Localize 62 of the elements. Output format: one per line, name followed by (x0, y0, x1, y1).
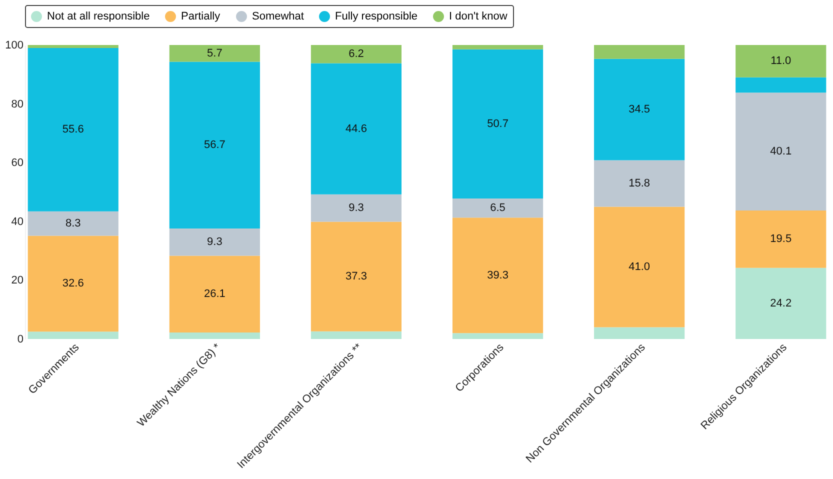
bar (736, 92, 826, 211)
bar (28, 211, 118, 236)
data-label: 6.2 (348, 48, 364, 60)
bar (169, 62, 260, 228)
bar (310, 63, 402, 194)
bar (28, 332, 118, 339)
bar (28, 45, 118, 48)
data-label: 15.8 (628, 177, 650, 190)
y-tick-label: 60 (11, 157, 24, 170)
bar (594, 160, 685, 207)
legend-label: Not at all responsible (47, 10, 150, 23)
data-label: 39.3 (487, 269, 508, 282)
bar (169, 256, 260, 333)
data-label: 8.3 (65, 218, 81, 230)
bar (310, 45, 402, 64)
y-tick-label: 20 (11, 274, 24, 287)
data-label: 26.1 (204, 288, 226, 300)
data-label: 50.7 (487, 118, 508, 130)
y-tick-label: 0 (17, 334, 24, 346)
legend-label: Fully responsible (335, 10, 418, 23)
bar (310, 331, 402, 339)
bar (594, 45, 685, 59)
bar (452, 45, 544, 50)
data-label: 11.0 (770, 55, 792, 68)
y-tick-label: 100 (5, 40, 24, 52)
data-label: 40.1 (770, 146, 792, 158)
bar (169, 45, 260, 62)
data-label: 24.2 (770, 297, 792, 310)
data-label: 32.6 (62, 278, 84, 290)
data-label: 37.3 (346, 270, 367, 283)
bar (594, 58, 685, 160)
bar (310, 222, 402, 332)
data-label: 44.6 (346, 122, 367, 135)
bar (169, 228, 260, 256)
legend-label: Somewhat (252, 10, 304, 23)
bar (169, 332, 260, 339)
bar (28, 236, 118, 332)
data-label: 5.7 (207, 47, 222, 60)
data-label: 6.5 (490, 202, 506, 214)
data-label: 56.7 (204, 139, 226, 152)
data-label: 9.3 (348, 202, 364, 214)
bar (452, 198, 544, 218)
legend-label: I don't know (449, 10, 508, 23)
y-tick-label: 40 (11, 216, 24, 228)
data-label: 9.3 (207, 236, 222, 248)
bar (310, 194, 402, 222)
y-tick-label: 80 (11, 98, 24, 110)
data-label: 55.6 (62, 124, 84, 136)
bar (594, 206, 685, 328)
bar (452, 218, 544, 334)
legend-label: Partially (181, 10, 221, 23)
bar (736, 268, 826, 339)
data-label: 19.5 (770, 233, 792, 246)
bar (452, 333, 544, 339)
bar (736, 45, 826, 78)
bar (594, 327, 685, 339)
bar (452, 49, 544, 198)
data-label: 41.0 (628, 260, 650, 273)
data-label: 34.5 (628, 104, 650, 116)
bar (28, 48, 118, 212)
bar (736, 210, 826, 268)
bar (736, 77, 826, 93)
